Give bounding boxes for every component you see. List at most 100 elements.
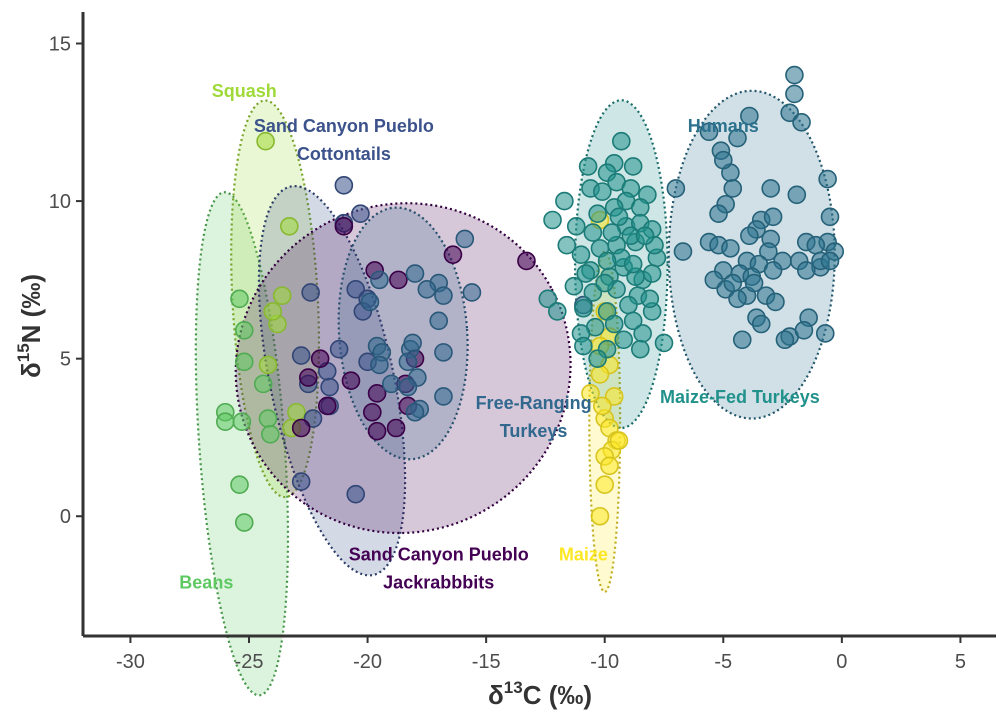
beans-point (258, 409, 278, 428)
squash-point (256, 131, 275, 151)
maize-fed-turkeys-point (630, 198, 650, 217)
x-tick-label: -20 (353, 651, 382, 673)
free-ranging-turkeys-point (455, 229, 475, 249)
humans-point (787, 185, 807, 205)
maize-fed-turkeys-point (576, 264, 596, 283)
beans-point (261, 425, 280, 444)
sand-canyon-pueblo-jackrabbbits-label: Sand Canyon Pueblo Jackrabbbits (349, 544, 529, 592)
beans-label-line: Beans (179, 573, 233, 593)
y-axis-title-main: δ (16, 362, 46, 378)
humans-point (796, 261, 816, 280)
humans-point (751, 314, 771, 334)
free-ranging-turkeys-point (398, 352, 418, 372)
maize-point (590, 506, 610, 526)
beans-point (230, 475, 249, 495)
maize-fed-turkeys-point (630, 339, 650, 359)
sand-canyon-pueblo-cottontails-point (334, 176, 354, 195)
y-axis-title-unit: N (‰) (16, 274, 46, 343)
maize-fed-turkeys-point (574, 336, 593, 356)
squash-point (287, 402, 306, 422)
sand-canyon-pueblo-jackrabbbits-point (310, 349, 330, 368)
humans-point (763, 261, 783, 280)
beans-ellipse (194, 191, 290, 697)
humans-point (806, 235, 826, 255)
maize-fed-turkeys-point (588, 349, 607, 368)
x-tick-label: 5 (955, 651, 966, 673)
free-ranging-turkeys-label-line: Turkeys (500, 421, 568, 441)
humans-point (740, 106, 759, 126)
y-tick-label: 0 (60, 506, 71, 528)
free-ranging-turkeys-point (462, 283, 482, 302)
y-tick-label: 10 (49, 191, 71, 213)
squash-point (272, 286, 292, 305)
free-ranging-turkeys-point (370, 355, 389, 375)
maize-fed-turkeys-point (595, 273, 615, 293)
maize-fed-turkeys-point (564, 276, 584, 296)
maize-point (600, 456, 619, 476)
maize-fed-turkeys-point (583, 223, 603, 242)
sand-canyon-pueblo-cottontails-label-line: Cottontails (297, 144, 391, 164)
squash-point (280, 217, 299, 236)
x-axis-title-sup: 13 (504, 678, 523, 697)
sand-canyon-pueblo-jackrabbbits-point (443, 245, 463, 264)
sand-canyon-pueblo-jackrabbbits-point (389, 270, 408, 290)
x-axis-title: δ13C (‰) (488, 678, 592, 710)
beans-point (253, 374, 273, 394)
maize-fed-turkeys-point (588, 204, 607, 223)
sand-canyon-pueblo-cottontails-point (291, 346, 311, 365)
humans-point (723, 179, 743, 198)
free-ranging-turkeys-point (405, 264, 425, 283)
sand-canyon-pueblo-jackrabbbits-point (298, 368, 318, 387)
sand-canyon-pueblo-jackrabbbits-point (317, 396, 337, 416)
maize-fed-turkeys-label-line: Maize-Fed Turkeys (660, 387, 820, 407)
maize-point (593, 396, 612, 416)
sand-canyon-pueblo-jackrabbbits-point (367, 384, 387, 403)
points-layer (215, 65, 845, 532)
humans-point (759, 242, 778, 261)
beans-point (234, 513, 254, 532)
humans-point (723, 273, 743, 293)
maize-label-line: Maize (559, 544, 608, 564)
sand-canyon-pueblo-jackrabbbits-label-line: Jackrabbbits (383, 572, 494, 592)
sand-canyon-pueblo-jackrabbbits-label-line: Sand Canyon Pueblo (349, 544, 529, 564)
beans-series (215, 289, 280, 532)
humans-point (763, 207, 783, 227)
free-ranging-turkeys-point (405, 402, 425, 422)
sand-canyon-pueblo-jackrabbbits-point (386, 418, 406, 438)
humans-point (794, 321, 814, 340)
maize-fed-turkeys-point (654, 333, 674, 353)
y-tick-label: 15 (49, 34, 71, 56)
free-ranging-turkeys-point (429, 311, 449, 331)
sand-canyon-pueblo-cottontails-point (351, 204, 370, 223)
humans-series (666, 65, 845, 350)
humans-point (721, 239, 740, 258)
free-ranging-turkeys-point (403, 333, 422, 353)
humans-point (820, 251, 840, 271)
humans-point (785, 84, 804, 104)
humans-point (775, 330, 795, 350)
squash-label-line: Squash (212, 81, 277, 101)
x-tick-label: -25 (235, 651, 264, 673)
maize-fed-turkeys-point (602, 223, 622, 242)
maize-fed-turkeys-point (574, 298, 593, 318)
squash-point (258, 355, 278, 375)
humans-label: Humans (688, 116, 759, 136)
x-tick-label: 0 (836, 651, 847, 673)
maize-fed-turkeys-point (623, 157, 643, 176)
maize-fed-turkeys-point (640, 289, 660, 309)
maize-fed-turkeys-point (543, 210, 562, 230)
humans-point (785, 65, 804, 85)
group-labels-layer: Beans Squash Sand Canyon Pueblo Cottontails… (179, 81, 819, 593)
humans-point (818, 169, 837, 189)
x-tick-label: -15 (472, 651, 501, 673)
humans-point (666, 179, 686, 198)
squash-point (263, 302, 283, 321)
maize-fed-turkeys-series (538, 131, 674, 368)
sand-canyon-pueblo-jackrabbbits-point (341, 371, 361, 391)
humans-point (744, 273, 764, 293)
humans-point (699, 122, 719, 142)
maize-fed-turkeys-point (614, 330, 633, 350)
free-ranging-turkeys-point (398, 377, 418, 397)
beans-point (234, 352, 254, 372)
sand-canyon-pueblo-cottontails-point (291, 472, 311, 491)
